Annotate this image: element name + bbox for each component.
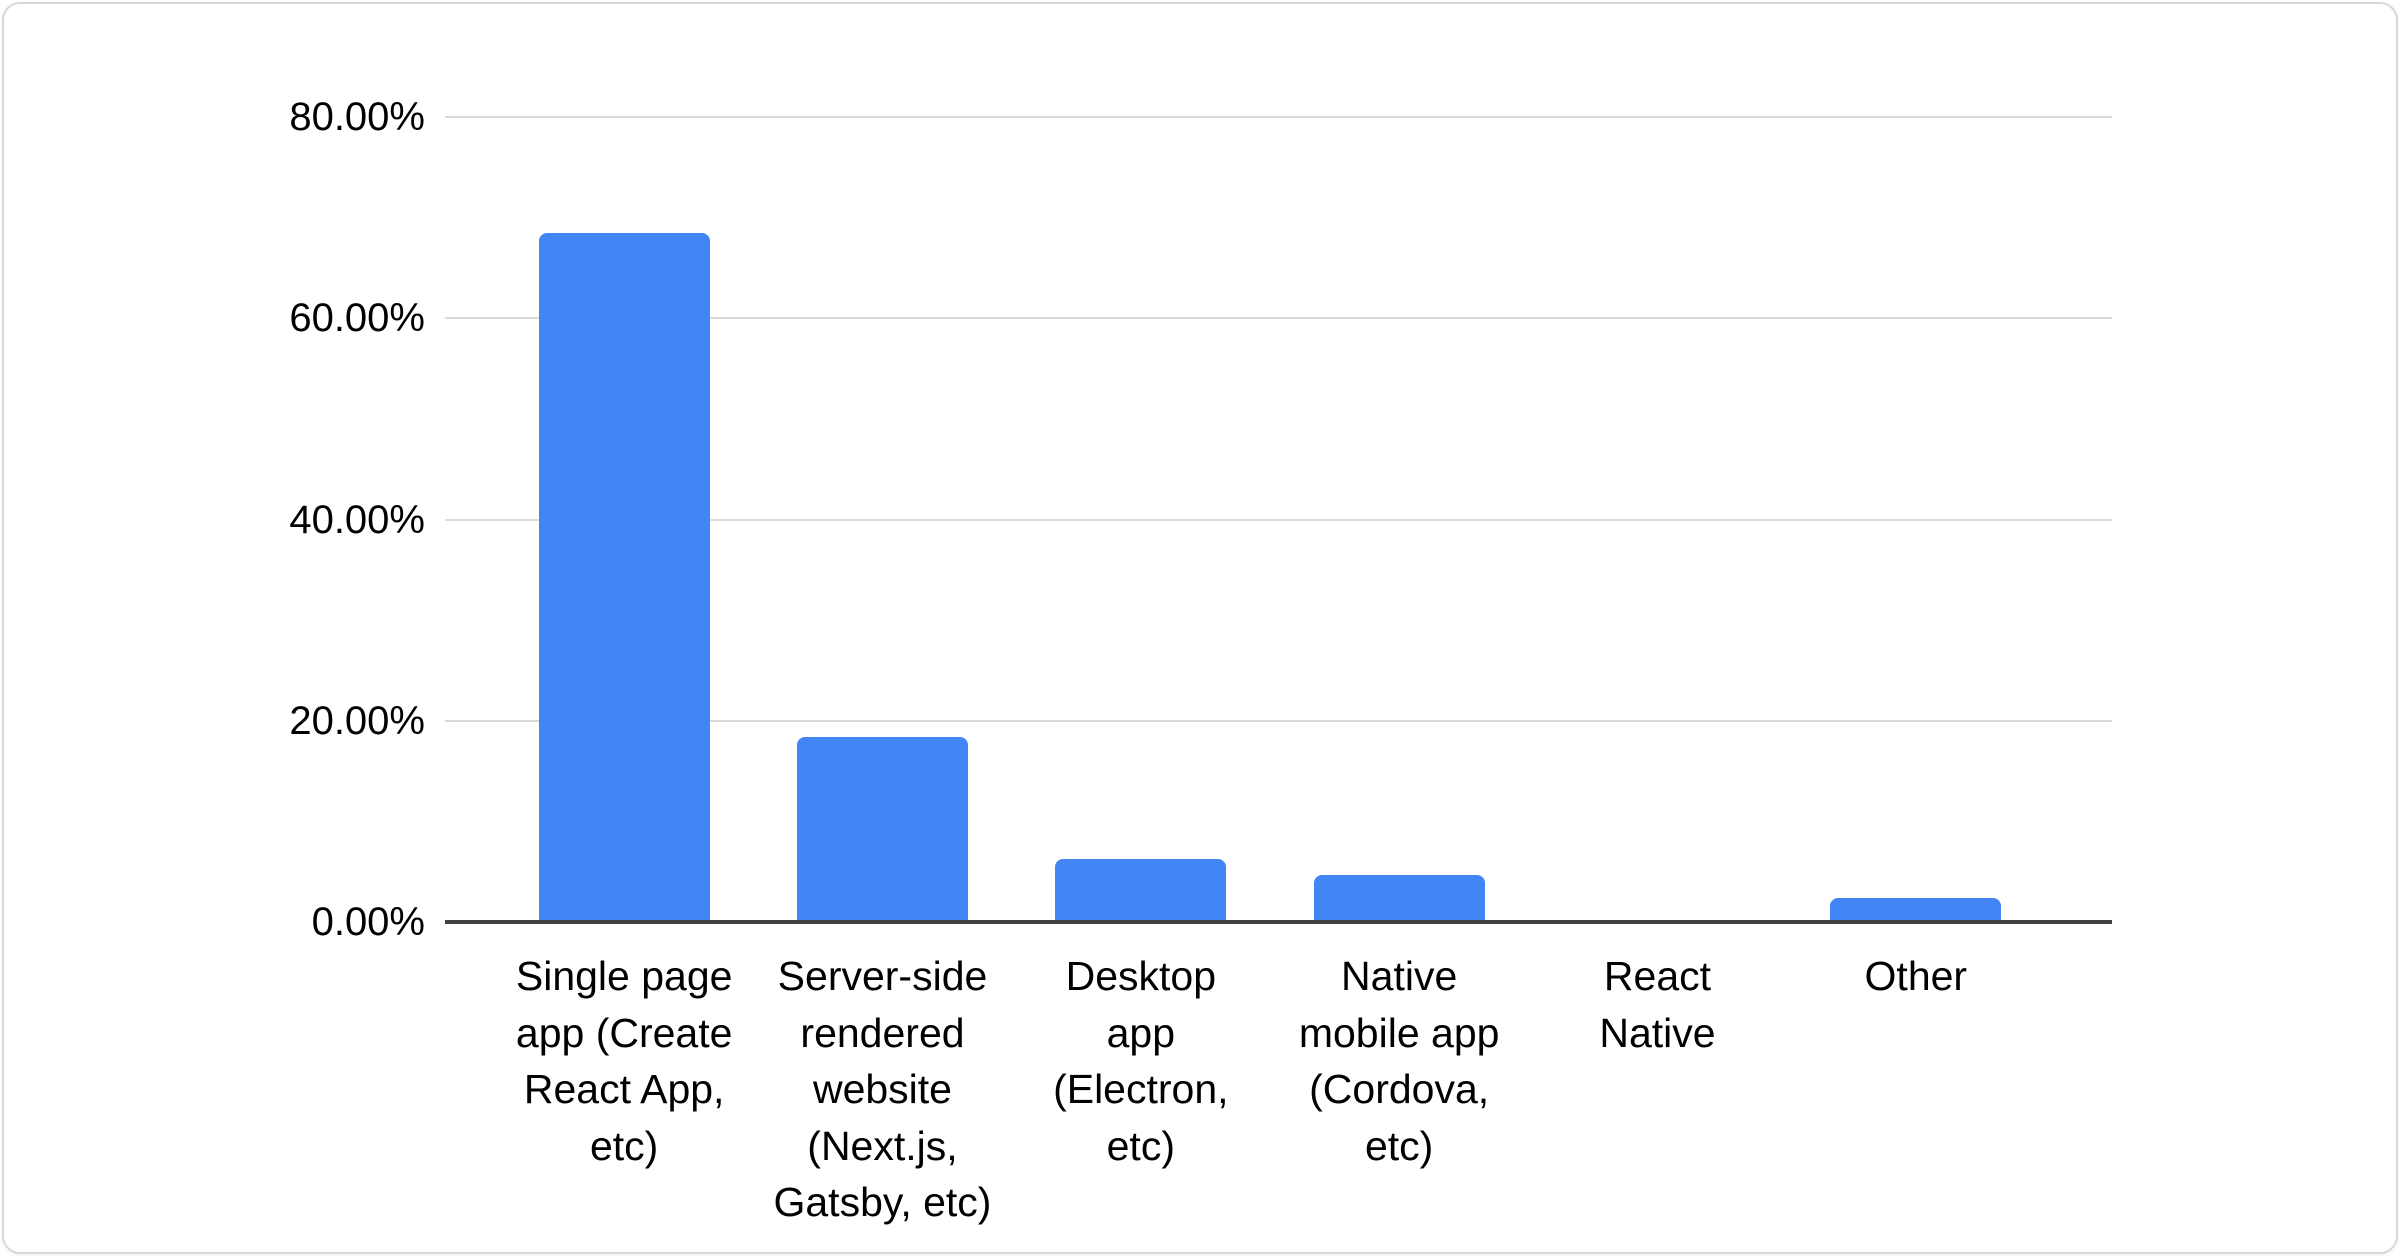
bar-column xyxy=(1787,117,2045,922)
y-tick-label: 20.00% xyxy=(289,698,425,743)
y-tick-label: 0.00% xyxy=(311,900,425,944)
x-category-label: Native mobile app (Cordova, etc) xyxy=(1298,953,1500,1169)
gridline xyxy=(445,116,2112,118)
x-category-label: Other xyxy=(1864,953,1968,999)
gridline xyxy=(445,518,2112,521)
x-category-label: Server-side rendered website (Next.js, G… xyxy=(773,953,992,1226)
plot-area xyxy=(445,116,2112,924)
bar[interactable] xyxy=(1055,858,1227,922)
y-tick-label: 80.00% xyxy=(289,95,425,139)
x-axis-line xyxy=(445,920,2112,924)
bars-layer xyxy=(495,117,2045,922)
x-category-label: Desktop app (Electron, etc) xyxy=(1053,953,1229,1169)
bar[interactable] xyxy=(1830,897,2002,922)
bar-column xyxy=(495,117,753,922)
bar[interactable] xyxy=(1313,874,1485,922)
bar-column xyxy=(1270,117,1528,922)
bar-column xyxy=(1528,117,1786,922)
y-tick-label: 60.00% xyxy=(289,296,425,341)
x-category-label: Single page app (Create React App, etc) xyxy=(515,953,733,1169)
y-axis-labels: 0.00% 20.00% 40.00% 60.00% 80.00% xyxy=(164,97,425,942)
gridlines-layer xyxy=(445,116,2112,922)
gridline xyxy=(445,719,2112,722)
gridline xyxy=(445,317,2112,320)
y-tick-label: 40.00% xyxy=(289,497,425,542)
bar[interactable] xyxy=(538,232,710,922)
bar[interactable] xyxy=(796,736,968,922)
bar-column xyxy=(1012,117,1270,922)
x-axis-labels: Single page app (Create React App, etc) S… xyxy=(495,948,2045,1231)
x-category-label: React Native xyxy=(1599,953,1716,1056)
bar-column xyxy=(753,117,1011,922)
